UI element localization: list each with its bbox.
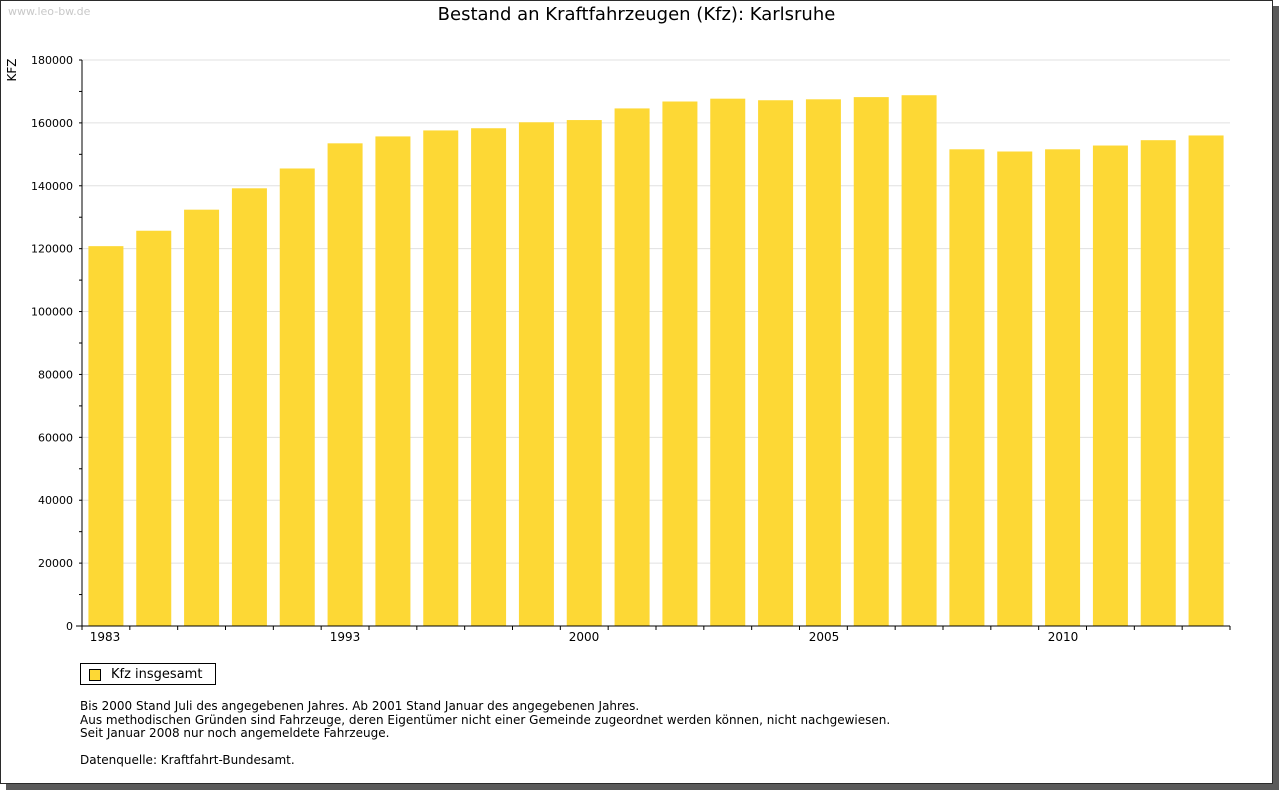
x-tick-label: 2000 (569, 630, 600, 644)
y-tick-label: 0 (66, 620, 73, 633)
footnote-line: Seit Januar 2008 nur noch angemeldete Fa… (80, 726, 390, 740)
legend-swatch (89, 669, 101, 681)
bar (136, 230, 172, 626)
legend-label: Kfz insgesamt (111, 667, 203, 682)
bar (710, 98, 746, 627)
legend: Kfz insgesamt (80, 663, 216, 685)
bar (614, 108, 650, 627)
x-tick-label: 1983 (90, 630, 121, 644)
watermark: www.leo-bw.de (8, 5, 91, 18)
x-tick-label: 2010 (1048, 630, 1079, 644)
bar (805, 99, 841, 627)
bar (662, 101, 698, 627)
y-tick-label: 180000 (31, 54, 73, 67)
y-tick-label: 20000 (38, 557, 73, 570)
bar (997, 151, 1033, 626)
bar (184, 209, 220, 627)
bar (853, 97, 889, 627)
bar (423, 130, 459, 627)
footnote-line: Aus methodischen Gründen sind Fahrzeuge,… (80, 712, 891, 727)
bar (1045, 149, 1081, 626)
bar (901, 95, 937, 627)
bar (1188, 135, 1224, 626)
bar (88, 246, 124, 626)
bar (566, 120, 602, 626)
y-tick-label: 60000 (38, 431, 73, 444)
bar (758, 100, 794, 626)
y-tick-label: 120000 (31, 243, 73, 256)
y-tick-label: 40000 (38, 494, 73, 507)
bar (949, 149, 985, 626)
bar-chart: 0 20000 40000 60000 80000 100000 120000 140000 1… (5, 54, 1231, 644)
y-tick-label: 100000 (31, 306, 73, 319)
bar (279, 168, 315, 626)
chart-title: Bestand an Kraftfahrzeugen (Kfz): Karlsr… (437, 4, 836, 25)
bar (231, 188, 267, 626)
y-tick-label: 160000 (31, 117, 73, 130)
frame-shadow-bottom (6, 784, 1279, 790)
y-axis-label: KFZ (5, 59, 19, 82)
bar (1092, 145, 1128, 627)
bar (1140, 140, 1176, 626)
bar (327, 143, 363, 627)
footnotes: Bis 2000 Stand Juli des angegebenen Jahr… (80, 699, 891, 741)
bar (375, 136, 411, 626)
data-source: Datenquelle: Kraftfahrt-Bundesamt. (80, 753, 295, 767)
y-tick-label: 80000 (38, 368, 73, 381)
footnote-line: Bis 2000 Stand Juli des angegebenen Jahr… (80, 699, 640, 713)
x-tick-label: 1993 (330, 630, 361, 644)
bar (471, 128, 507, 627)
frame-shadow-right (1273, 6, 1279, 790)
bar (518, 122, 554, 626)
x-tick-label: 2005 (809, 630, 840, 644)
y-tick-label: 140000 (31, 180, 73, 193)
